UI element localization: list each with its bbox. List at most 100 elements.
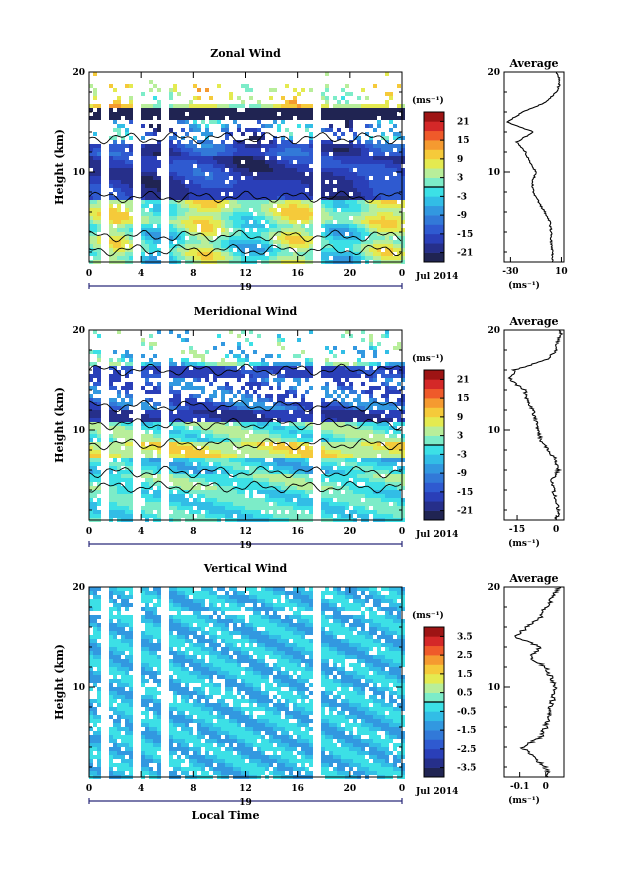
heatmap-cell (393, 442, 397, 446)
heatmap-cell (237, 374, 241, 378)
heatmap-cell (261, 450, 265, 454)
heatmap-cell (349, 244, 353, 248)
heatmap-cell (221, 450, 225, 454)
heatmap-cell (393, 156, 397, 160)
heatmap-cell (169, 256, 173, 260)
heatmap-cell (353, 156, 357, 160)
heatmap-cell (121, 180, 125, 184)
heatmap-cell (329, 478, 333, 482)
heatmap-cell (349, 450, 353, 454)
heatmap-cell (157, 366, 161, 370)
heatmap-cell (121, 358, 125, 362)
heatmap-cell (109, 164, 113, 168)
heatmap-cell (297, 470, 301, 474)
heatmap-cell (221, 498, 225, 502)
heatmap-cell (309, 204, 313, 208)
heatmap-cell (333, 414, 337, 418)
heatmap-cell (149, 116, 153, 120)
heatmap-cell (225, 386, 229, 390)
heatmap-cell (201, 482, 205, 486)
heatmap-cell (109, 204, 113, 208)
heatmap-cell (321, 160, 325, 164)
heatmap-cell (333, 196, 337, 200)
heatmap-cell (289, 172, 293, 176)
heatmap-cell (89, 208, 93, 212)
heatmap-cell (305, 128, 309, 132)
heatmap-cell (393, 224, 397, 228)
colorbar-tick-label: 3 (457, 174, 463, 184)
heatmap-cell (237, 96, 241, 100)
heatmap-cell (401, 366, 405, 370)
heatmap-cell (261, 358, 265, 362)
heatmap-cell (177, 176, 181, 180)
heatmap-cell (129, 498, 133, 502)
heatmap-cell (229, 470, 233, 474)
heatmap-cell (349, 108, 353, 112)
heatmap-cell (141, 192, 145, 196)
heatmap-cell (189, 486, 193, 490)
heatmap-cell (109, 168, 113, 172)
heatmap-cell (377, 196, 381, 200)
heatmap-cell (257, 216, 261, 220)
heatmap-cell (125, 208, 129, 212)
heatmap-cell (257, 136, 261, 140)
heatmap-cell (337, 108, 341, 112)
heatmap-cell (285, 156, 289, 160)
heatmap-cell (89, 438, 93, 442)
heatmap-cell (269, 410, 273, 414)
heatmap-cell (209, 394, 213, 398)
heatmap-cell (265, 208, 269, 212)
heatmap-cell (285, 494, 289, 498)
heatmap-cell (173, 224, 177, 228)
heatmap-cell (357, 350, 361, 354)
heatmap-cell (357, 116, 361, 120)
heatmap-cell (237, 502, 241, 506)
heatmap-cell (373, 232, 377, 236)
heatmap-cell (345, 104, 349, 108)
heatmap-cell (241, 330, 245, 334)
heatmap-cell (169, 104, 173, 108)
heatmap-cell (393, 362, 397, 366)
heatmap-cell (301, 350, 305, 354)
heatmap-cell (337, 220, 341, 224)
heatmap-cell (341, 240, 345, 244)
heatmap-cell (361, 354, 365, 358)
heatmap-cell (97, 184, 101, 188)
heatmap-cell (93, 164, 97, 168)
heatmap-cell (269, 96, 273, 100)
heatmap-cell (93, 144, 97, 148)
heatmap-cell (373, 128, 377, 132)
heatmap-cell (325, 442, 329, 446)
heatmap-cell (153, 148, 157, 152)
heatmap-cell (265, 180, 269, 184)
heatmap-cell (97, 486, 101, 490)
heatmap-cell (397, 370, 401, 374)
heatmap-cell (253, 442, 257, 446)
heatmap-cell (293, 354, 297, 358)
heatmap-cell (221, 140, 225, 144)
heatmap-cell (341, 196, 345, 200)
heatmap-cell (169, 200, 173, 204)
heatmap-cell (157, 104, 161, 108)
heatmap-cell (301, 216, 305, 220)
heatmap-cell (121, 232, 125, 236)
heatmap-cell (297, 112, 301, 116)
heatmap-cell (185, 216, 189, 220)
heatmap-cell (213, 180, 217, 184)
heatmap-cell (181, 156, 185, 160)
heatmap-cell (329, 458, 333, 462)
heatmap-cell (273, 120, 277, 124)
heatmap-cell (249, 252, 253, 256)
heatmap-cell (113, 414, 117, 418)
heatmap-cell (209, 160, 213, 164)
heatmap-cell (273, 208, 277, 212)
heatmap-cell (129, 104, 133, 108)
heatmap-cell (245, 354, 249, 358)
heatmap-cell (301, 168, 305, 172)
heatmap-cell (397, 252, 401, 256)
heatmap-cell (341, 502, 345, 506)
heatmap-cell (217, 374, 221, 378)
heatmap-cell (281, 244, 285, 248)
heatmap-cell (337, 462, 341, 466)
heatmap-cell (293, 156, 297, 160)
